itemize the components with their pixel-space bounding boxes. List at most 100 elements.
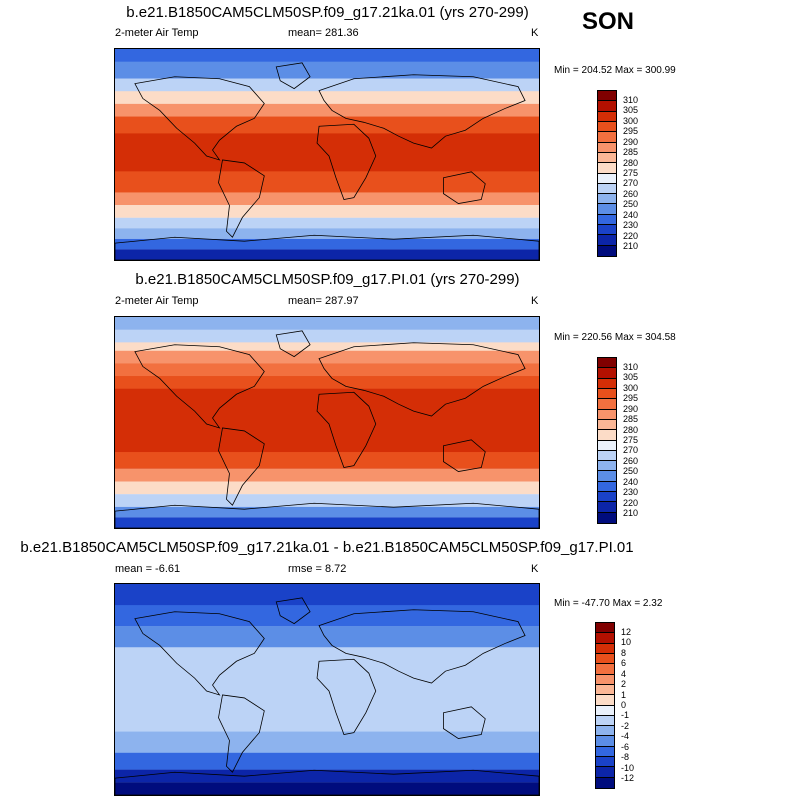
- panel-2-variable-label: 2-meter Air Temp: [115, 295, 199, 307]
- coastline: [443, 171, 486, 204]
- colorbar-tick-label: 275: [623, 168, 639, 178]
- colorbar-tick-label: 210: [623, 241, 639, 252]
- colorbar-tick-label: 300: [623, 382, 639, 393]
- colorbar-tick-label: 1: [621, 689, 627, 700]
- colorbar-tick-label: -1: [621, 710, 630, 721]
- temperature-band: [115, 133, 539, 172]
- temperature-band: [115, 249, 539, 260]
- temperature-band: [115, 317, 539, 334]
- panel-3-colorbar: [595, 622, 615, 789]
- temperature-band: [115, 517, 539, 528]
- temperature-band: [115, 769, 539, 783]
- colorbar-tick-label: 260: [623, 455, 639, 466]
- colorbar-tick-label: 270: [623, 178, 639, 189]
- temperature-band: [115, 782, 539, 795]
- panel-1-minmax: Min = 204.52 Max = 300.99: [554, 65, 676, 76]
- colorbar-tick-label: 275: [623, 435, 639, 445]
- temperature-band: [115, 103, 539, 121]
- coastline: [318, 342, 526, 417]
- panel-1-map: [114, 48, 540, 261]
- coastline: [218, 159, 265, 238]
- colorbar-tick-label: 295: [623, 126, 639, 137]
- map-field: [115, 49, 539, 260]
- colorbar-tick-label: 310: [623, 94, 639, 105]
- temperature-band: [115, 626, 539, 648]
- coastline: [218, 694, 265, 773]
- colorbar-tick-label: 290: [623, 136, 639, 147]
- temperature-band: [115, 494, 539, 507]
- coastline: [218, 427, 265, 506]
- coastline: [134, 344, 265, 429]
- temperature-band: [115, 228, 539, 239]
- colorbar-tick-label: 230: [623, 487, 639, 498]
- panel-1-mean-label: mean= 281.36: [288, 27, 359, 39]
- temperature-band: [115, 731, 539, 753]
- coastline: [443, 706, 486, 739]
- coastline: [115, 234, 539, 260]
- colorbar-tick-label: 8: [621, 647, 627, 658]
- coastline: [275, 62, 311, 90]
- colorbar-tick-label: 285: [623, 147, 639, 158]
- coastline: [316, 123, 377, 201]
- colorbar-tick-label: 300: [623, 115, 639, 126]
- panel-3-title: b.e21.B1850CAM5CLM50SP.f09_g17.21ka.01 -…: [20, 539, 634, 556]
- colorbar-tick-label: -4: [621, 731, 630, 742]
- panel-1-colorbar-labels: 310 305 300 295 290 285 280 275 270 260 250 240 230 2…: [623, 90, 663, 257]
- map-field: [115, 317, 539, 528]
- temperature-band: [115, 506, 539, 518]
- colorbar-tick-label: 280: [623, 424, 639, 435]
- temperature-band: [115, 647, 539, 732]
- colorbar-tick-label: 4: [621, 668, 627, 679]
- colorbar-tick-label: 305: [623, 372, 639, 383]
- temperature-band: [115, 329, 539, 347]
- coastline: [275, 597, 311, 625]
- colorbar-tick-label: 6: [621, 658, 627, 669]
- panel-2-units: K: [531, 295, 539, 307]
- panel-2-colorbar: [597, 357, 617, 524]
- temperature-band: [115, 91, 539, 109]
- panel-2-title: b.e21.B1850CAM5CLM50SP.f09_g17.PI.01 (yr…: [135, 271, 520, 288]
- panel-2-minmax: Min = 220.56 Max = 304.58: [554, 332, 676, 343]
- colorbar-tick-label: 305: [623, 105, 639, 116]
- colorbar-tick-label: -10: [621, 762, 635, 773]
- temperature-band: [115, 192, 539, 206]
- colorbar-tick-label: -8: [621, 752, 630, 763]
- temperature-band: [115, 238, 539, 250]
- panel-3-minmax: Min = -47.70 Max = 2.32: [554, 598, 663, 609]
- panel-1-variable-label: 2-meter Air Temp: [115, 27, 199, 39]
- panel-1-units: K: [531, 27, 539, 39]
- colorbar-tick-label: 250: [623, 199, 639, 210]
- coastline: [115, 502, 539, 528]
- coastline: [443, 439, 486, 472]
- colorbar-tick-label: 290: [623, 403, 639, 414]
- panel-3-mean-label: mean = -6.61: [115, 563, 181, 575]
- temperature-band: [115, 350, 539, 368]
- colorbar-tick-label: 260: [623, 188, 639, 199]
- coastline: [134, 76, 265, 161]
- panel-1-colorbar: [597, 90, 617, 257]
- colorbar-tick-label: -6: [621, 741, 630, 752]
- coastline: [318, 74, 526, 149]
- temperature-band: [115, 468, 539, 482]
- colorbar-tick-label: 220: [623, 497, 639, 508]
- colorbar-tick-label: 230: [623, 220, 639, 231]
- coastline: [275, 330, 311, 358]
- coastline: [134, 611, 265, 696]
- temperature-band: [115, 752, 539, 770]
- temperature-band: [115, 388, 539, 453]
- temperature-band: [115, 481, 539, 495]
- panel-3-rmse-label: rmse = 8.72: [288, 563, 347, 575]
- colorbar-tick-label: 285: [623, 414, 639, 425]
- panel-3-colorbar-labels: 12 10 8 6 4 2 1 0 -1 -2 -4 -6 -8 -10 -12: [621, 622, 661, 789]
- colorbar-tick-label: 0: [621, 700, 627, 710]
- coastline: [316, 658, 377, 736]
- season-label: SON: [582, 8, 635, 35]
- colorbar-tick-label: 295: [623, 393, 639, 404]
- colorbar-tick-label: 250: [623, 466, 639, 477]
- temperature-band: [115, 78, 539, 96]
- panel-2-map: [114, 316, 540, 529]
- coastline: [316, 391, 377, 469]
- panel-2-mean-label: mean= 287.97: [288, 295, 359, 307]
- colorbar-tick-label: 2: [621, 679, 627, 690]
- panel-3-units: K: [531, 563, 539, 575]
